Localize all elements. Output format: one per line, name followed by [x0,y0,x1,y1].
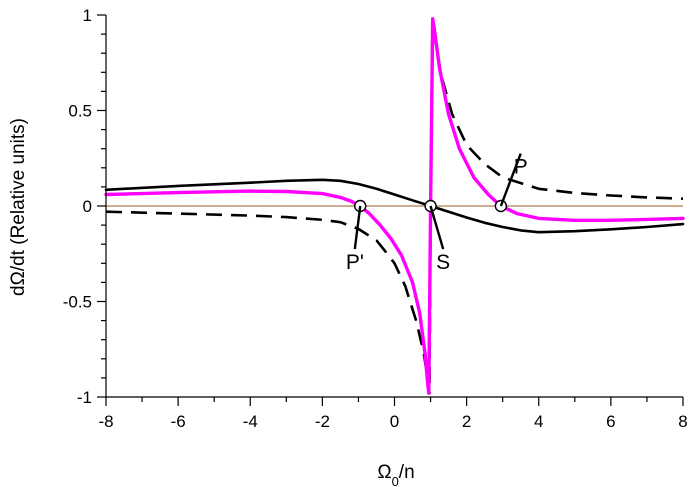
annotation-leader-2 [429,205,445,250]
x-tick-label: 4 [534,412,543,431]
x-axis-label: Ω0/n [377,462,414,487]
y-tick-label: -1 [77,388,92,407]
x-tick-label: 8 [678,412,687,431]
annotation-leader-3 [499,153,522,207]
x-tick-label: 6 [606,412,615,431]
x-tick-label: 2 [462,412,471,431]
x-tick-label: 0 [390,412,399,431]
y-tick-label: 1 [83,6,92,25]
x-tick-label: -4 [243,412,258,431]
annotation-leader-1 [353,205,362,250]
y-tick-label: 0 [83,197,92,216]
x-tick-label: -8 [98,412,113,431]
y-tick-label: 0.5 [68,102,92,121]
annotation-label-3: P [514,156,528,179]
x-tick-label: -6 [171,412,186,431]
annotation-label-1: P' [346,251,364,274]
y-tick-label: -0.5 [63,293,92,312]
series-line-3 [104,17,685,395]
x-tick-label: -2 [315,412,330,431]
annotation-label-2: S [436,251,450,274]
y-axis-label: dΩ/dt (Relative units) [8,118,29,296]
